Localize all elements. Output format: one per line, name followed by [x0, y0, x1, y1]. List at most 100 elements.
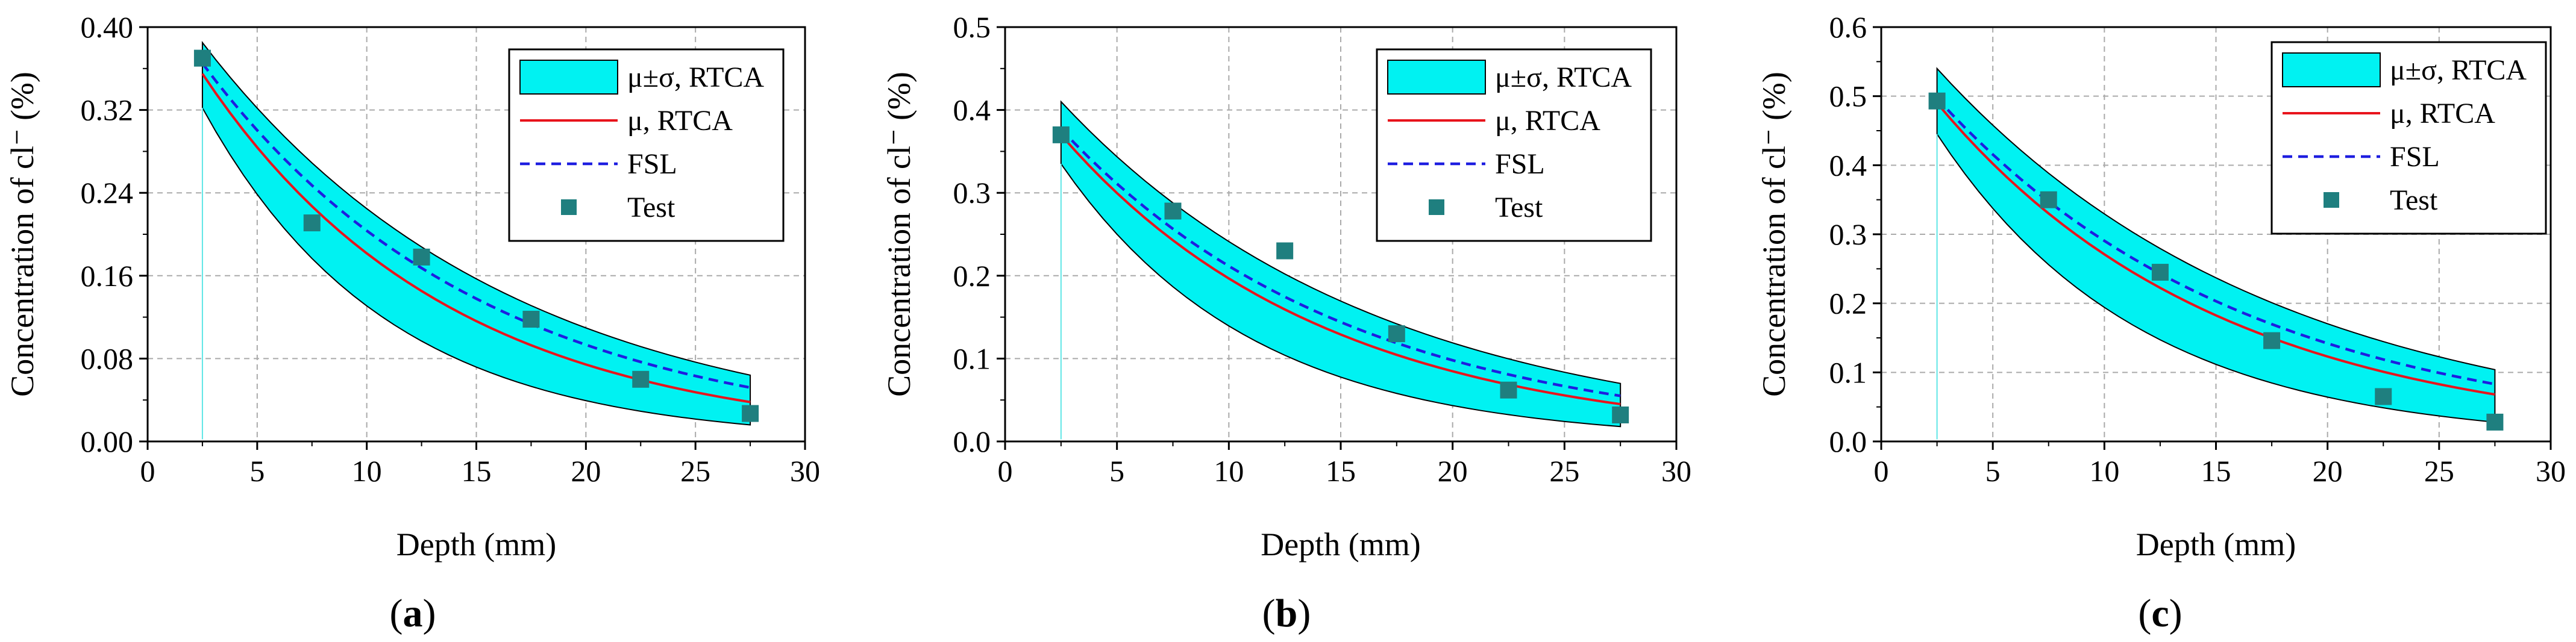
- legend-label: FSL: [627, 148, 677, 180]
- y-tick-label: 0.40: [81, 10, 134, 44]
- test-point: [193, 49, 211, 67]
- caption-close: ): [2169, 591, 2183, 635]
- x-tick-label: 30: [1661, 454, 1691, 488]
- x-tick-label: 15: [462, 454, 492, 488]
- legend: μ±σ, RTCA μ, RTCA FSL Test: [2270, 41, 2547, 235]
- caption-letter: b: [1276, 591, 1298, 635]
- y-tick-label: 0.0: [1829, 425, 1867, 458]
- x-tick-label: 5: [1985, 454, 2001, 488]
- caption-close: ): [423, 591, 436, 635]
- caption-close: ): [1297, 591, 1311, 635]
- panel-caption: (a): [390, 591, 436, 635]
- fsl-line: [1060, 128, 1621, 397]
- legend-box: [508, 48, 785, 242]
- legend-swatch-test: [561, 199, 577, 215]
- test-point: [742, 405, 759, 422]
- caption-open: (: [2138, 591, 2151, 635]
- legend-label: μ±σ, RTCA: [2390, 54, 2527, 86]
- x-tick-label: 20: [571, 454, 601, 488]
- caption-open: (: [390, 591, 403, 635]
- test-point: [1164, 202, 1182, 220]
- caption-open: (: [1262, 591, 1276, 635]
- y-tick-label: 0.4: [1829, 148, 1867, 182]
- panel-caption: (c): [2138, 591, 2182, 635]
- sigma-band: [1060, 100, 1622, 428]
- test-point: [1612, 406, 1629, 423]
- x-axis-label: Depth (mm): [396, 526, 556, 563]
- y-tick-label: 0.1: [1829, 355, 1867, 389]
- y-axis-label: Concentration of cl⁻ (%): [881, 72, 917, 397]
- legend-label: Test: [2390, 184, 2438, 216]
- x-tick-label: 30: [2536, 454, 2566, 488]
- x-tick-label: 0: [140, 454, 155, 488]
- y-tick-label: 0.2: [953, 259, 991, 293]
- y-tick-label: 0.6: [1829, 10, 1867, 44]
- x-tick-label: 10: [2089, 454, 2119, 488]
- y-tick-label: 0.5: [1829, 79, 1867, 113]
- legend-swatch-test: [2324, 192, 2339, 208]
- x-tick-label: 10: [352, 454, 382, 488]
- x-tick-label: 25: [1549, 454, 1579, 488]
- legend-label: μ, RTCA: [2390, 98, 2495, 129]
- y-tick-label: 0.16: [81, 259, 134, 293]
- test-point: [2263, 332, 2281, 349]
- legend-label: FSL: [2390, 141, 2440, 173]
- legend-swatch-band: [2282, 52, 2381, 87]
- legend-label: μ±σ, RTCA: [1495, 61, 1632, 93]
- x-axis-label: Depth (mm): [2136, 526, 2296, 563]
- chart-panel-c: 0.0 0.1 0.2 0.3 0.4 0.5 0.6 0 5 10 15 20 25 30 Depth (…: [1756, 10, 2566, 635]
- test-point: [2040, 191, 2057, 208]
- test-point: [2375, 388, 2392, 405]
- x-tick-label: 0: [1874, 454, 1889, 488]
- x-tick-label: 15: [1326, 454, 1356, 488]
- mean-line: [201, 73, 751, 404]
- x-tick-label: 25: [680, 454, 710, 488]
- test-point: [632, 370, 650, 388]
- legend-label: Test: [1495, 192, 1543, 223]
- y-axis-label: Concentration of cl⁻ (%): [1756, 72, 1792, 397]
- test-point: [2486, 413, 2504, 431]
- test-point: [1052, 126, 1070, 143]
- legend: μ±σ, RTCA μ, RTCA FSL Test: [508, 48, 785, 242]
- y-tick-label: 0.3: [953, 176, 991, 210]
- mean-line: [1060, 134, 1621, 406]
- legend-swatch-band: [519, 60, 618, 95]
- x-tick-label: 10: [1214, 454, 1244, 488]
- test-point: [413, 248, 430, 266]
- fsl-line: [1935, 97, 2495, 386]
- caption-letter: c: [2151, 591, 2169, 635]
- y-tick-label: 0.24: [81, 176, 134, 210]
- x-tick-label: 0: [998, 454, 1013, 488]
- y-tick-label: 0.00: [81, 425, 134, 458]
- x-axis-label: Depth (mm): [1261, 526, 1420, 563]
- y-tick-label: 0.32: [81, 93, 134, 127]
- test-point: [2151, 264, 2169, 281]
- legend-label: μ±σ, RTCA: [627, 61, 764, 93]
- caption-letter: a: [403, 591, 423, 635]
- x-tick-label: 25: [2424, 454, 2454, 488]
- x-tick-label: 20: [2313, 454, 2343, 488]
- y-tick-label: 0.3: [1829, 217, 1867, 251]
- fsl-line: [201, 62, 751, 389]
- test-point: [1928, 92, 1946, 110]
- y-tick-label: 0.4: [953, 93, 991, 127]
- legend-label: μ, RTCA: [627, 105, 733, 137]
- test-point: [1276, 242, 1294, 260]
- x-tick-label: 5: [249, 454, 265, 488]
- chart-panel-a: 0.00 0.08 0.16 0.24 0.32 0.40 0 5 10 15 20 25 30 Dept…: [4, 10, 820, 635]
- test-point: [1500, 381, 1517, 399]
- y-tick-label: 0.5: [953, 10, 991, 44]
- y-tick-label: 0.1: [953, 341, 991, 375]
- x-tick-label: 5: [1109, 454, 1124, 488]
- legend-label: FSL: [1495, 148, 1545, 180]
- legend: μ±σ, RTCA μ, RTCA FSL Test: [1376, 48, 1652, 242]
- legend-label: Test: [627, 192, 675, 223]
- mean-line: [1936, 102, 2495, 396]
- y-axis-label: Concentration of cl⁻ (%): [4, 72, 40, 397]
- x-tick-label: 20: [1438, 454, 1468, 488]
- legend-swatch-test: [1429, 199, 1444, 215]
- y-tick-label: 0.2: [1829, 287, 1867, 320]
- test-point: [522, 311, 540, 328]
- chart-panel-b: 0.0 0.1 0.2 0.3 0.4 0.5 0 5 10 15 20 25 30 Depth (mm)…: [881, 10, 1691, 635]
